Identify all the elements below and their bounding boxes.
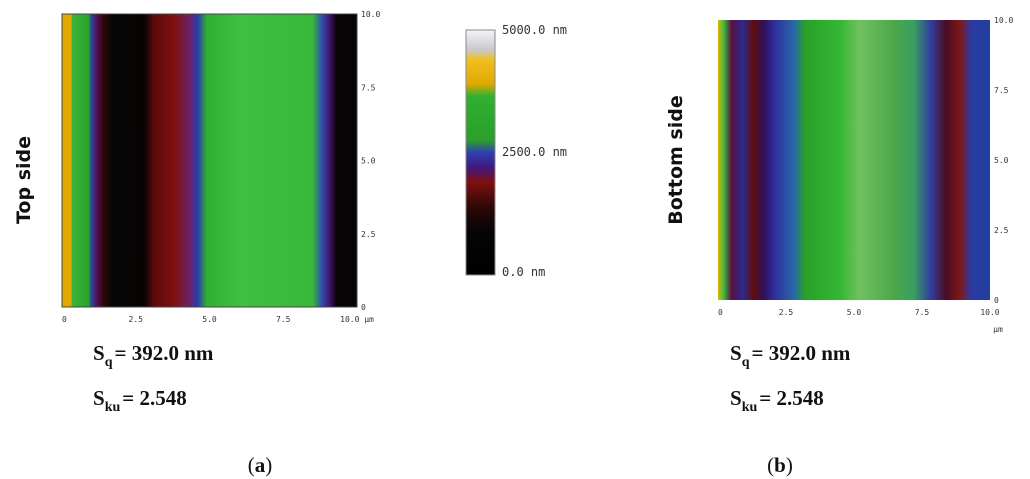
colorbar-label: 5000.0 nm (502, 23, 567, 37)
caption-letter: a (255, 453, 266, 477)
y-tick-label: 7.5 (361, 83, 376, 92)
colorbar-label: 0.0 nm (502, 265, 545, 279)
stat-subscript: ku (742, 400, 758, 415)
y-tick-label: 10.0 (361, 10, 380, 19)
caption-open: ( (248, 453, 255, 477)
y-tick-label: 2.5 (361, 230, 376, 239)
stat-symbol: S (730, 341, 742, 365)
y-tick-label: 2.5 (994, 226, 1009, 235)
caption-close: ) (265, 453, 272, 477)
y-tick-label: 7.5 (994, 86, 1009, 95)
stat: Sq= 392.0 nm (730, 341, 851, 370)
afm-image (61, 13, 358, 308)
side-label: Bottom side (665, 95, 687, 224)
stat-symbol: S (93, 386, 105, 410)
stat-value: = 392.0 nm (751, 341, 850, 365)
y-tick-label: 0 (994, 296, 999, 305)
caption-letter: b (774, 453, 786, 477)
x-tick-label: 10.0 µm (340, 315, 374, 324)
stat-subscript: q (105, 355, 113, 370)
x-tick-label: 2.5 (129, 315, 144, 324)
colorbar-label: 2500.0 nm (502, 145, 567, 159)
caption: (b) (767, 453, 793, 477)
x-tick-label: 0 (62, 315, 67, 324)
x-tick-label: 5.0 (847, 308, 862, 317)
stat: Sku= 2.548 (730, 386, 824, 415)
stat-value: = 2.548 (122, 386, 186, 410)
stat: Sq= 392.0 nm (93, 341, 214, 370)
x-tick-label: 5.0 (202, 315, 217, 324)
stat-value: = 392.0 nm (114, 341, 213, 365)
x-tick-label: 0 (718, 308, 723, 317)
x-unit: µm (993, 325, 1003, 334)
stat: Sku= 2.548 (93, 386, 187, 415)
x-tick-label: 7.5 (276, 315, 291, 324)
y-tick-label: 5.0 (361, 157, 376, 166)
stat-symbol: S (730, 386, 742, 410)
x-tick-label: 10.0 (980, 308, 999, 317)
stat-symbol: S (93, 341, 105, 365)
caption-close: ) (786, 453, 793, 477)
stat-value: = 2.548 (759, 386, 823, 410)
afm-image (718, 20, 990, 300)
side-label: Top side (13, 136, 35, 224)
y-tick-label: 0 (361, 303, 366, 312)
y-tick-label: 5.0 (994, 156, 1009, 165)
colorbar (465, 29, 496, 276)
caption: (a) (248, 453, 273, 477)
y-tick-label: 10.0 (994, 16, 1013, 25)
stat-subscript: ku (105, 400, 121, 415)
x-tick-label: 7.5 (915, 308, 930, 317)
x-tick-label: 2.5 (779, 308, 794, 317)
caption-open: ( (767, 453, 774, 477)
stat-subscript: q (742, 355, 750, 370)
